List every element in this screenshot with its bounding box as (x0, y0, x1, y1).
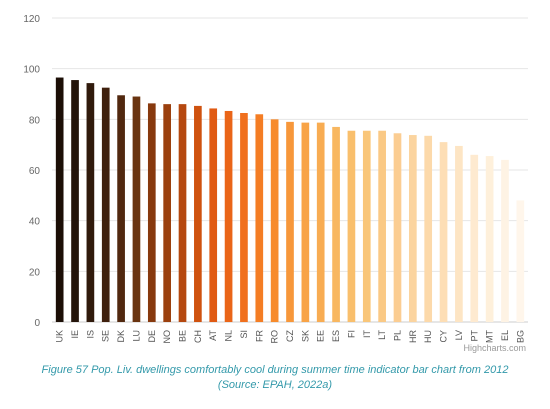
x-tick-label: BE (178, 330, 188, 342)
y-tick-label: 100 (23, 65, 40, 76)
x-tick-label: RO (270, 330, 280, 344)
x-tick-label: EE (316, 330, 326, 342)
bar-lv[interactable] (455, 145, 463, 322)
x-tick-label: LT (377, 330, 387, 340)
x-tick-label: CZ (285, 330, 295, 342)
x-tick-label: LU (131, 330, 141, 342)
y-tick-label: 20 (29, 267, 41, 278)
y-tick-label: 120 (23, 14, 40, 25)
bar-cy[interactable] (439, 142, 448, 322)
bar-ro[interactable] (270, 119, 279, 322)
x-tick-label: CH (193, 330, 203, 343)
bar-lt[interactable] (378, 130, 386, 322)
bars (55, 77, 525, 323)
x-tick-label: NO (162, 330, 172, 344)
bar-hr[interactable] (409, 135, 417, 322)
bar-es[interactable] (332, 126, 340, 322)
x-tick-label: PL (392, 330, 402, 341)
y-tick-label: 0 (34, 318, 40, 329)
bar-fi[interactable] (347, 130, 356, 322)
x-tick-label: NL (224, 330, 234, 342)
y-tick-label: 40 (29, 217, 41, 228)
bar-uk[interactable] (55, 77, 64, 323)
y-tick-label: 80 (29, 115, 41, 126)
bar-fr[interactable] (255, 114, 264, 323)
highcharts-credit[interactable]: Highcharts.com (463, 343, 526, 353)
x-tick-label: IE (70, 330, 80, 339)
x-tick-label: SK (300, 330, 310, 342)
bar-it[interactable] (362, 130, 371, 322)
x-tick-label: DK (116, 330, 126, 343)
bar-ie[interactable] (71, 80, 79, 322)
x-tick-label: FI (346, 330, 356, 338)
bar-ee[interactable] (316, 122, 325, 322)
x-tick-label: IS (85, 330, 95, 339)
bar-si[interactable] (240, 113, 248, 322)
y-tick-label: 60 (29, 166, 41, 177)
bar-no[interactable] (163, 104, 171, 322)
bar-lu[interactable] (132, 96, 141, 323)
bar-cz[interactable] (286, 121, 294, 322)
bar-mt[interactable] (485, 156, 494, 322)
x-tick-label: HU (423, 330, 433, 343)
x-tick-label: MT (485, 330, 495, 343)
bar-el[interactable] (501, 159, 509, 322)
x-tick-label: IT (362, 329, 372, 338)
x-tick-label: DE (147, 330, 157, 343)
y-axis-tick-labels: 0 20 40 60 80 100 120 (23, 14, 40, 329)
x-tick-label: SE (101, 330, 111, 342)
figure-caption: Figure 57 Pop. Liv. dwellings comfortabl… (0, 363, 550, 393)
x-tick-label: SI (239, 330, 249, 339)
x-tick-label: FR (254, 330, 264, 342)
x-axis-category-labels: UK IE IS SE DK LU DE NO BE CH AT NL SI FR RO CZ SK EE ES FI… (55, 329, 526, 343)
bar-pl[interactable] (393, 133, 402, 322)
caption-line-1: Figure 57 Pop. Liv. dwellings comfortabl… (41, 364, 509, 376)
bar-pt[interactable] (470, 154, 479, 322)
bar-sk[interactable] (301, 122, 310, 322)
x-tick-label: UK (55, 330, 65, 343)
x-tick-label: BG (515, 330, 525, 343)
x-tick-label: ES (331, 330, 341, 342)
caption-line-2: (Source: EPAH, 2022a) (217, 379, 333, 391)
x-tick-label: PT (469, 330, 479, 342)
bar-dk[interactable] (117, 95, 125, 323)
bar-chart: 0 20 40 60 80 100 120 UK IE IS SE DK LU DE NO BE CH AT NL… (23, 14, 528, 353)
bar-de[interactable] (147, 103, 156, 322)
bar-se[interactable] (101, 87, 110, 323)
bar-ch[interactable] (194, 105, 202, 322)
bar-hu[interactable] (424, 135, 433, 322)
x-tick-label: AT (208, 330, 218, 341)
bar-be[interactable] (178, 104, 187, 322)
bar-bg[interactable] (516, 200, 525, 322)
x-tick-label: EL (500, 330, 510, 341)
x-tick-label: LV (454, 330, 464, 340)
bar-at[interactable] (209, 108, 218, 322)
bar-is[interactable] (86, 83, 95, 323)
x-tick-label: CY (439, 330, 449, 343)
x-tick-label: HR (408, 330, 418, 343)
bar-nl[interactable] (224, 110, 233, 323)
